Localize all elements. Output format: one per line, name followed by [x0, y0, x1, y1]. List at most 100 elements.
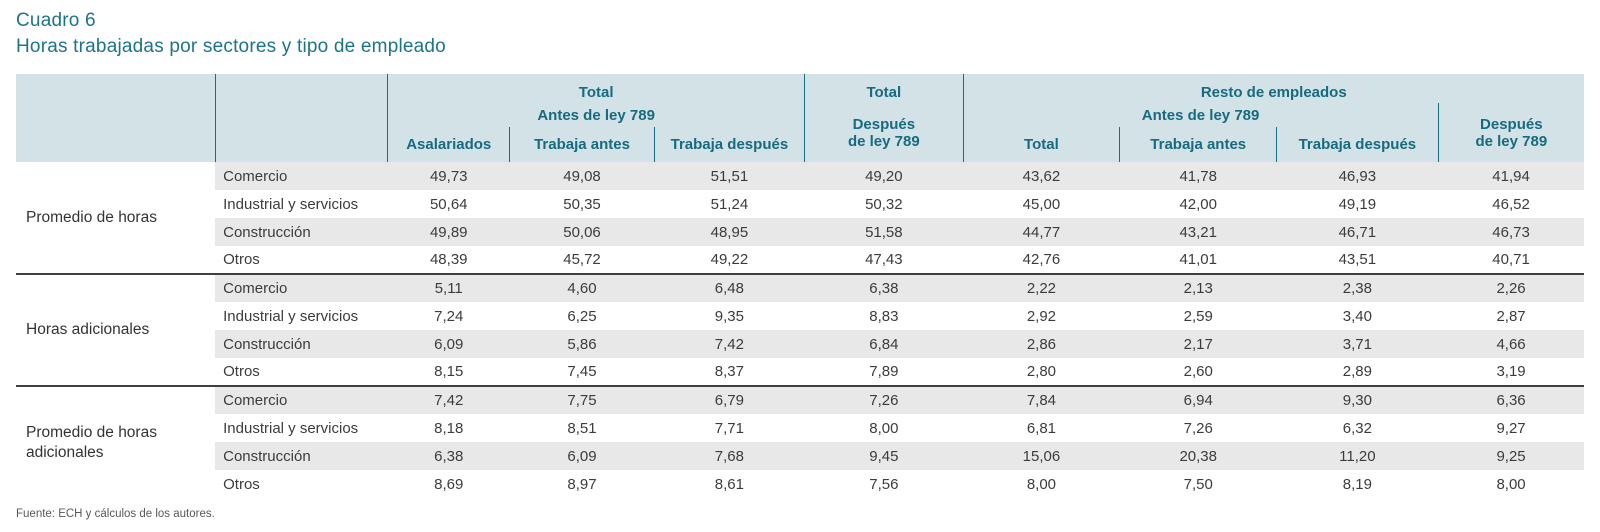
sector-cell: Construcción — [215, 218, 388, 246]
value-cell: 8,37 — [654, 358, 805, 387]
table-row: Construcción 6,38 6,09 7,68 9,45 15,06 20,38 11… — [16, 442, 1584, 470]
value-cell: 2,59 — [1119, 302, 1277, 330]
value-cell: 6,09 — [387, 330, 510, 358]
value-cell: 42,00 — [1119, 190, 1277, 218]
value-cell: 5,11 — [387, 274, 510, 302]
value-cell: 8,00 — [963, 470, 1120, 498]
value-cell: 6,38 — [387, 442, 510, 470]
value-cell: 49,89 — [387, 218, 510, 246]
value-cell: 50,64 — [387, 190, 510, 218]
value-cell: 8,61 — [654, 470, 805, 498]
table-caption: Horas trabajadas por sectores y tipo de … — [16, 36, 446, 57]
header-resto-col-total: Total — [962, 127, 1120, 162]
header-corner-group — [16, 74, 216, 162]
sector-cell: Otros — [215, 246, 388, 275]
sector-cell: Otros — [215, 470, 388, 498]
value-cell: 2,22 — [963, 274, 1120, 302]
value-cell: 11,20 — [1276, 442, 1439, 470]
table-row: Otros 48,39 45,72 49,22 47,43 42,76 41,01 43,51… — [16, 246, 1584, 275]
value-cell: 2,17 — [1119, 330, 1277, 358]
table-row: Industrial y servicios 7,24 6,25 9,35 8,83 2,… — [16, 302, 1584, 330]
header-resto-despues-789: Después de ley 789 — [1437, 103, 1584, 162]
value-cell: 8,19 — [1276, 470, 1439, 498]
value-cell: 6,25 — [509, 302, 655, 330]
value-cell: 9,45 — [804, 442, 964, 470]
value-cell: 43,51 — [1276, 246, 1439, 275]
value-cell: 47,43 — [804, 246, 964, 275]
header-total-despues-789: Después de ley 789 — [804, 103, 964, 162]
value-cell: 2,92 — [963, 302, 1120, 330]
value-cell: 7,42 — [654, 330, 805, 358]
page: Cuadro 6 Horas trabajadas por sectores y… — [16, 8, 1584, 520]
value-cell: 2,87 — [1438, 302, 1584, 330]
table-title-block: Cuadro 6 Horas trabajadas por sectores y… — [16, 8, 1584, 60]
value-cell: 7,26 — [804, 386, 964, 414]
value-cell: 6,38 — [804, 274, 964, 302]
value-cell: 49,19 — [1276, 190, 1439, 218]
value-cell: 2,89 — [1276, 358, 1439, 387]
value-cell: 2,60 — [1119, 358, 1277, 387]
value-cell: 6,81 — [963, 414, 1120, 442]
value-cell: 41,01 — [1119, 246, 1277, 275]
value-cell: 50,32 — [804, 190, 964, 218]
group-label-cell: Horas adicionales — [16, 274, 216, 387]
value-cell: 41,94 — [1438, 162, 1584, 190]
value-cell: 8,69 — [387, 470, 510, 498]
source-note: Fuente: ECH y cálculos de los autores. — [16, 508, 215, 520]
value-cell: 43,21 — [1119, 218, 1277, 246]
value-cell: 48,95 — [654, 218, 805, 246]
value-cell: 7,50 — [1119, 470, 1277, 498]
value-cell: 49,08 — [509, 162, 655, 190]
sector-cell: Industrial y servicios — [215, 190, 388, 218]
value-cell: 49,73 — [387, 162, 510, 190]
value-cell: 3,19 — [1438, 358, 1584, 387]
table-row: Horas adicionales Comercio 5,11 4,60 6,48 6,3… — [16, 274, 1584, 387]
value-cell: 46,71 — [1276, 218, 1439, 246]
value-cell: 49,20 — [804, 162, 964, 190]
value-cell: 44,77 — [963, 218, 1120, 246]
value-cell: 8,97 — [509, 470, 655, 498]
value-cell: 45,00 — [963, 190, 1120, 218]
table-header: Total Total Resto de empleados Antes de … — [16, 74, 1584, 162]
value-cell: 50,35 — [509, 190, 655, 218]
value-cell: 5,86 — [509, 330, 655, 358]
table-row: Otros 8,69 8,97 8,61 7,56 8,00 7,50 8,19 8,00 — [16, 470, 1584, 498]
header-col-trabaja-antes: Trabaja antes — [509, 127, 655, 162]
value-cell: 8,18 — [387, 414, 510, 442]
value-cell: 40,71 — [1438, 246, 1584, 275]
value-cell: 51,24 — [654, 190, 805, 218]
value-cell: 7,24 — [387, 302, 510, 330]
table-row: Industrial y servicios 50,64 50,35 51,24 50,… — [16, 190, 1584, 218]
value-cell: 7,89 — [804, 358, 964, 387]
table-number: Cuadro 6 — [16, 10, 96, 31]
value-cell: 4,66 — [1438, 330, 1584, 358]
value-cell: 8,15 — [387, 358, 510, 387]
value-cell: 2,80 — [963, 358, 1120, 387]
value-cell: 6,36 — [1438, 386, 1584, 414]
value-cell: 7,26 — [1119, 414, 1277, 442]
value-cell: 51,58 — [804, 218, 964, 246]
header-resto-col-trabaja-antes: Trabaja antes — [1119, 127, 1277, 162]
value-cell: 7,42 — [387, 386, 510, 414]
value-cell: 6,94 — [1119, 386, 1277, 414]
value-cell: 7,68 — [654, 442, 805, 470]
header-antes-789: Antes de ley 789 — [387, 103, 805, 127]
table-body: Promedio de horas Comercio 49,73 49,08 51,51… — [16, 162, 1584, 498]
value-cell: 50,06 — [509, 218, 655, 246]
table-row: Industrial y servicios 8,18 8,51 7,71 8,00 6,… — [16, 414, 1584, 442]
sector-cell: Comercio — [215, 162, 388, 190]
value-cell: 8,83 — [804, 302, 964, 330]
value-cell: 8,00 — [1438, 470, 1584, 498]
header-corner-sector — [214, 74, 388, 162]
table-row: Promedio de horas Comercio 49,73 49,08 51,51… — [16, 162, 1584, 275]
value-cell: 6,79 — [654, 386, 805, 414]
value-cell: 6,84 — [804, 330, 964, 358]
value-cell: 46,73 — [1438, 218, 1584, 246]
value-cell: 7,71 — [654, 414, 805, 442]
value-cell: 2,38 — [1276, 274, 1439, 302]
value-cell: 46,93 — [1276, 162, 1439, 190]
value-cell: 3,40 — [1276, 302, 1439, 330]
value-cell: 8,00 — [804, 414, 964, 442]
value-cell: 8,51 — [509, 414, 655, 442]
value-cell: 9,30 — [1276, 386, 1439, 414]
